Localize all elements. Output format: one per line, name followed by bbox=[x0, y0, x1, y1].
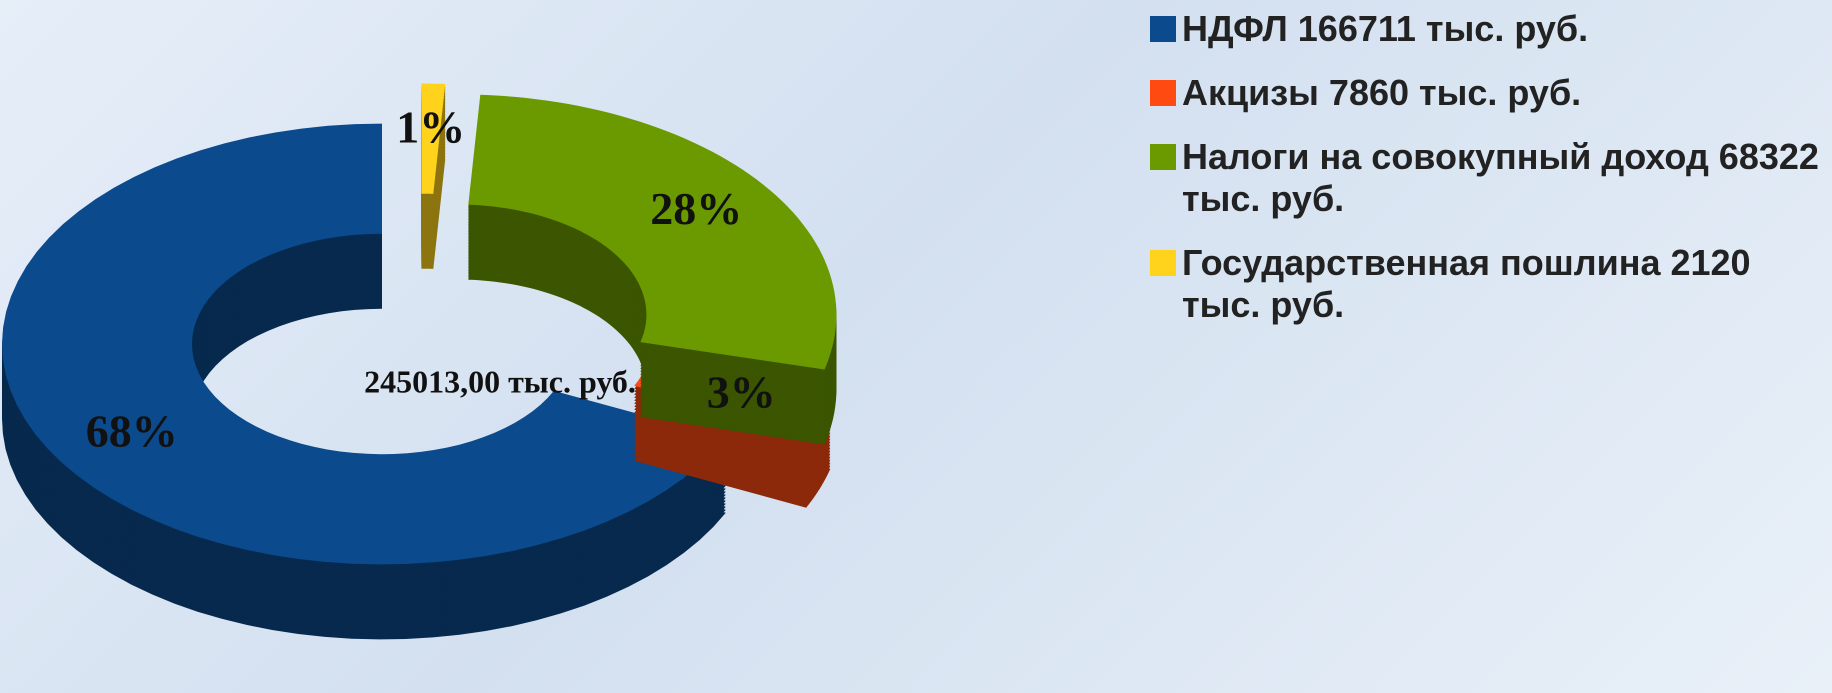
legend-label: Налоги на совокупный доход 68322 тыс. ру… bbox=[1182, 136, 1830, 220]
legend-swatch bbox=[1150, 80, 1176, 106]
legend-swatch bbox=[1150, 250, 1176, 276]
value-label: 3% bbox=[707, 367, 776, 418]
legend-label: Акцизы 7860 тыс. руб. bbox=[1182, 72, 1581, 114]
center-label: 245013,00 тыс. руб. bbox=[364, 363, 636, 399]
slices bbox=[2, 84, 836, 640]
legend-swatch bbox=[1150, 144, 1176, 170]
legend-item: Государственная пошлина 2120 тыс. руб. bbox=[1150, 242, 1830, 326]
value-label: 1% bbox=[396, 102, 465, 153]
legend-item: Налоги на совокупный доход 68322 тыс. ру… bbox=[1150, 136, 1830, 220]
legend-item: Акцизы 7860 тыс. руб. bbox=[1150, 72, 1830, 114]
legend-swatch bbox=[1150, 16, 1176, 42]
page: 245013,00 тыс. руб. 68% 3% 28% 1% НДФЛ 1667… bbox=[0, 0, 1832, 693]
legend-label: НДФЛ 166711 тыс. руб. bbox=[1182, 8, 1588, 50]
legend: НДФЛ 166711 тыс. руб. Акцизы 7860 тыс. ру… bbox=[1150, 8, 1830, 348]
value-label: 68% bbox=[86, 406, 178, 457]
legend-label: Государственная пошлина 2120 тыс. руб. bbox=[1182, 242, 1830, 326]
legend-item: НДФЛ 166711 тыс. руб. bbox=[1150, 8, 1830, 50]
value-label: 28% bbox=[650, 183, 742, 234]
